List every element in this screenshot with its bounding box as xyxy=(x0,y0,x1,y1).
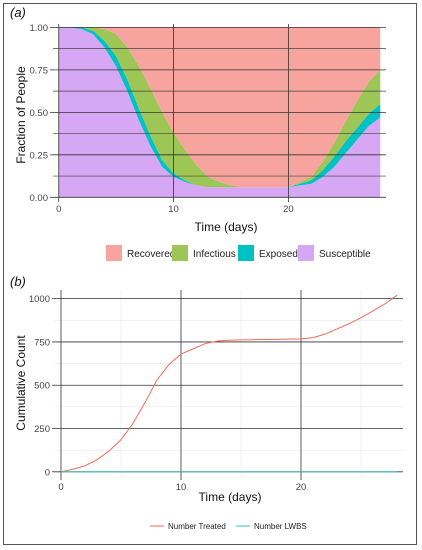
legend-swatch xyxy=(106,245,122,261)
y-tick-label: 500 xyxy=(34,381,50,392)
legend-label: Number Treated xyxy=(168,522,226,531)
x-tick-label: 10 xyxy=(168,204,179,215)
y-tick-label: 1.00 xyxy=(30,23,49,34)
legend-label: Exposed xyxy=(259,249,298,260)
legend-label: Number LWBS xyxy=(254,522,307,531)
y-tick-label: 0.00 xyxy=(30,193,49,204)
panel-a-x-axis-title: Time (days) xyxy=(195,220,258,234)
x-tick-label: 0 xyxy=(58,482,63,493)
panel-b-x-axis-title: Time (days) xyxy=(199,490,262,504)
y-tick-label: 0 xyxy=(45,467,50,478)
line-number-treated xyxy=(60,294,398,473)
legend-label: Susceptible xyxy=(319,249,371,260)
panel-a-plot-area: 0.00 0.25 0.50 0.75 1.00 0 10 20 xyxy=(30,23,386,215)
panel-b-x-axis: 0 10 20 xyxy=(58,477,306,493)
legend-item-number-lwbs: Number LWBS xyxy=(236,522,307,531)
legend-item-number-treated: Number Treated xyxy=(150,522,226,531)
panel-b-y-axis-title: Cumulative Count xyxy=(14,335,28,431)
panel-b-y-axis: 0 250 500 750 1000 xyxy=(29,294,55,478)
legend-item-infectious: Infectious xyxy=(172,245,236,261)
panel-b-legend: Number Treated Number LWBS xyxy=(150,522,307,531)
y-tick-label: 0.25 xyxy=(30,150,49,161)
panel-b-lines xyxy=(60,294,398,473)
y-tick-label: 0.50 xyxy=(30,108,49,119)
area-recovered xyxy=(58,27,381,188)
legend-label: Infectious xyxy=(193,249,236,260)
panel-a-legend: Recovered Infectious Exposed Susceptible xyxy=(106,245,371,261)
legend-label: Recovered xyxy=(127,249,175,260)
panel-a-label: (a) xyxy=(10,5,26,20)
x-tick-label: 0 xyxy=(56,204,61,215)
panel-a: (a) 0.00 0.25 0.50 0.75 1.00 0 10 20 Time (day… xyxy=(10,5,386,261)
legend-item-susceptible: Susceptible xyxy=(298,245,371,261)
legend-swatch xyxy=(172,245,188,261)
y-tick-label: 1000 xyxy=(29,294,50,305)
panel-b-grid xyxy=(55,290,403,477)
panel-b: (b) 0 250 500 750 1000 0 10 20 Time (days) Cum… xyxy=(10,274,403,531)
y-tick-label: 250 xyxy=(34,424,50,435)
x-tick-label: 20 xyxy=(296,482,307,493)
y-tick-label: 750 xyxy=(34,337,50,348)
panel-a-x-axis: 0 10 20 xyxy=(56,199,294,215)
panel-b-label: (b) xyxy=(10,274,26,289)
x-tick-label: 10 xyxy=(176,482,187,493)
y-tick-label: 0.75 xyxy=(30,65,49,76)
legend-item-recovered: Recovered xyxy=(106,245,175,261)
legend-swatch xyxy=(298,245,314,261)
panel-b-plot-area: 0 250 500 750 1000 0 10 20 xyxy=(29,290,403,493)
panel-a-y-axis-title: Fraction of People xyxy=(14,66,28,164)
area-infectious xyxy=(58,27,381,188)
panel-a-grid xyxy=(53,24,386,199)
x-tick-label: 20 xyxy=(283,204,294,215)
legend-item-exposed: Exposed xyxy=(238,245,298,261)
legend-swatch xyxy=(238,245,254,261)
panel-a-y-axis: 0.00 0.25 0.50 0.75 1.00 xyxy=(30,23,53,204)
